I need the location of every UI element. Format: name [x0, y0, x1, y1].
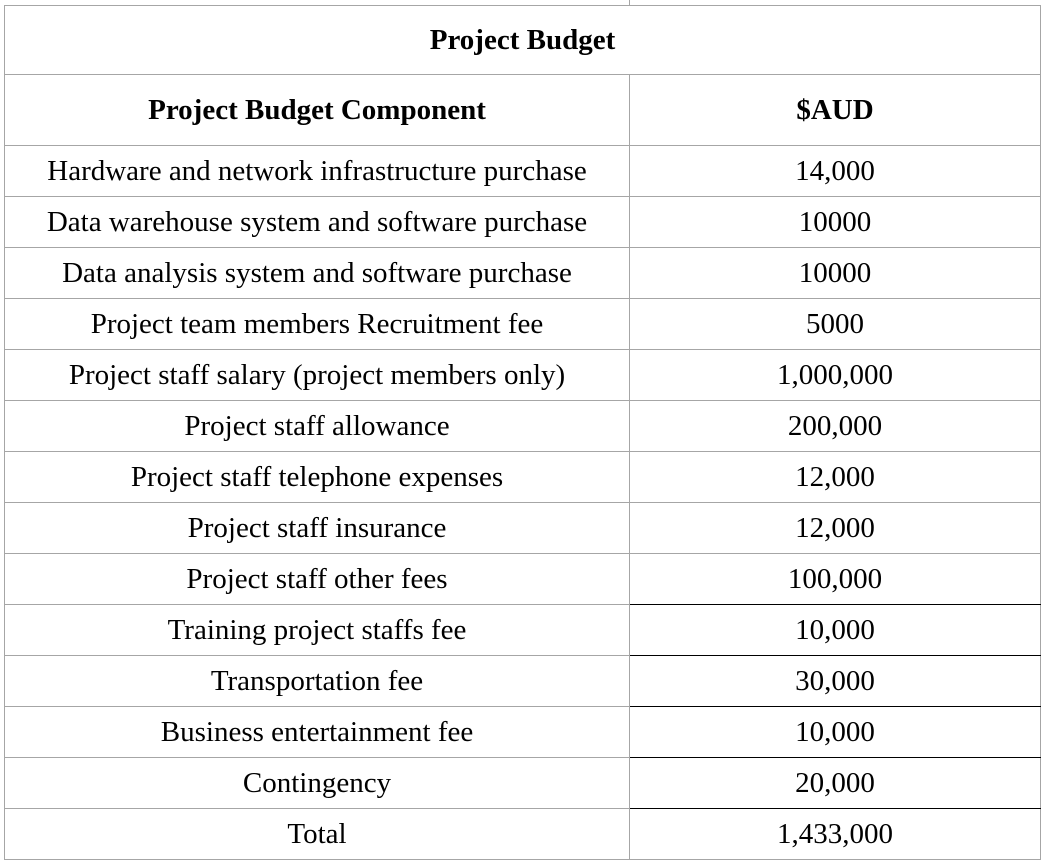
component-cell: Data analysis system and software purcha…	[4, 247, 630, 299]
component-cell: Data warehouse system and software purch…	[4, 196, 630, 248]
amount-cell: 30,000	[629, 655, 1041, 707]
amount-cell: 1,000,000	[629, 349, 1041, 401]
top-border-stub	[629, 0, 630, 5]
component-cell: Project staff other fees	[4, 553, 630, 605]
amount-cell: 12,000	[629, 451, 1041, 503]
table-row: Hardware and network infrastructure purc…	[4, 145, 1041, 197]
table-row: Data analysis system and software purcha…	[4, 247, 1041, 299]
amount-cell: 200,000	[629, 400, 1041, 452]
amount-cell: 10,000	[629, 604, 1041, 656]
amount-cell: 12,000	[629, 502, 1041, 554]
table-row: Project team members Recruitment fee 5000	[4, 298, 1041, 350]
component-cell: Business entertainment fee	[4, 706, 630, 758]
component-cell: Project staff salary (project members on…	[4, 349, 630, 401]
amount-cell: 14,000	[629, 145, 1041, 197]
component-cell: Total	[4, 808, 630, 860]
total-row: Total 1,433,000	[4, 808, 1041, 860]
budget-table-body: Project Budget Project Budget Component …	[4, 5, 1041, 860]
column-header-component: Project Budget Component	[4, 74, 630, 146]
table-title-row: Project Budget	[4, 5, 1041, 75]
component-cell: Training project staffs fee	[4, 604, 630, 656]
table-row: Transportation fee 30,000	[4, 655, 1041, 707]
component-cell: Project staff telephone expenses	[4, 451, 630, 503]
amount-cell: 10,000	[629, 706, 1041, 758]
amount-cell: 100,000	[629, 553, 1041, 605]
component-cell: Project team members Recruitment fee	[4, 298, 630, 350]
component-cell: Hardware and network infrastructure purc…	[4, 145, 630, 197]
project-budget-table: Project Budget Project Budget Component …	[4, 5, 1041, 860]
component-cell: Contingency	[4, 757, 630, 809]
table-row: Project staff salary (project members on…	[4, 349, 1041, 401]
table-row: Training project staffs fee 10,000	[4, 604, 1041, 656]
table-row: Business entertainment fee 10,000	[4, 706, 1041, 758]
table-row: Project staff insurance 12,000	[4, 502, 1041, 554]
amount-cell: 20,000	[629, 757, 1041, 809]
component-cell: Project staff allowance	[4, 400, 630, 452]
amount-cell: 10000	[629, 247, 1041, 299]
table-row: Data warehouse system and software purch…	[4, 196, 1041, 248]
component-cell: Transportation fee	[4, 655, 630, 707]
table-title: Project Budget	[4, 5, 1041, 75]
table-row: Project staff allowance 200,000	[4, 400, 1041, 452]
amount-cell: 10000	[629, 196, 1041, 248]
amount-cell: 1,433,000	[629, 808, 1041, 860]
table-row: Contingency 20,000	[4, 757, 1041, 809]
amount-cell: 5000	[629, 298, 1041, 350]
column-header-amount: $AUD	[629, 74, 1041, 146]
table-row: Project staff telephone expenses 12,000	[4, 451, 1041, 503]
table-header-row: Project Budget Component $AUD	[4, 74, 1041, 146]
component-cell: Project staff insurance	[4, 502, 630, 554]
table-row: Project staff other fees 100,000	[4, 553, 1041, 605]
